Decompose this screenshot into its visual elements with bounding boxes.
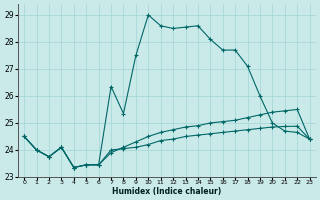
X-axis label: Humidex (Indice chaleur): Humidex (Indice chaleur)	[112, 187, 221, 196]
